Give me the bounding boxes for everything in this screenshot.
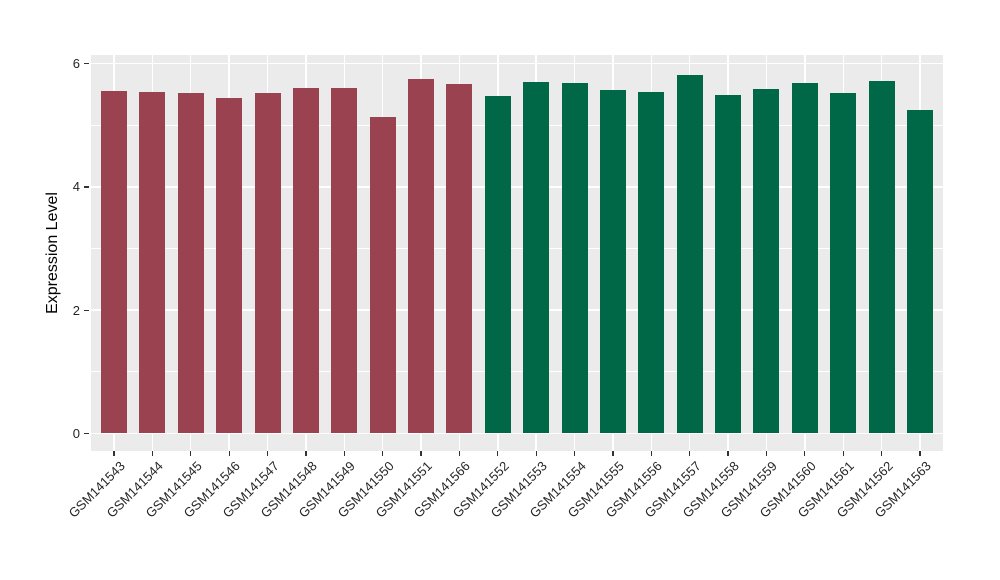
x-axis-tick bbox=[650, 451, 652, 456]
x-axis-tick bbox=[420, 451, 422, 456]
x-axis-tick bbox=[343, 451, 345, 456]
x-axis-tick bbox=[266, 451, 269, 456]
bar bbox=[484, 96, 511, 434]
y-tick-label: 0 bbox=[72, 426, 80, 441]
x-axis-tick bbox=[497, 451, 499, 456]
y-axis-title: Expression Level bbox=[44, 192, 61, 314]
x-axis-tick bbox=[804, 451, 806, 456]
x-axis-tick bbox=[535, 451, 537, 456]
y-axis-tick bbox=[84, 432, 89, 435]
bar bbox=[139, 91, 166, 434]
bar bbox=[868, 81, 895, 434]
x-axis-tick bbox=[573, 451, 576, 456]
x-axis-tick bbox=[151, 451, 154, 456]
bar bbox=[216, 98, 243, 434]
bar bbox=[599, 89, 626, 434]
plot-panel bbox=[91, 55, 943, 451]
x-axis-tick bbox=[842, 451, 844, 456]
bar bbox=[561, 83, 588, 434]
y-axis-tick bbox=[84, 186, 89, 188]
x-axis-tick bbox=[305, 451, 307, 456]
gridline-horizontal-major bbox=[91, 309, 943, 311]
bar bbox=[753, 88, 780, 434]
gridline-horizontal-minor bbox=[91, 124, 943, 126]
bar bbox=[791, 83, 818, 434]
x-axis-tick bbox=[689, 451, 691, 456]
bar bbox=[676, 75, 703, 434]
bar bbox=[331, 88, 358, 434]
bar bbox=[254, 93, 281, 434]
y-axis-tick bbox=[84, 62, 89, 65]
x-axis-tick bbox=[228, 451, 230, 456]
gridline-horizontal-minor bbox=[91, 248, 943, 249]
bar bbox=[446, 84, 473, 434]
y-tick-label: 2 bbox=[72, 302, 80, 318]
x-axis-tick bbox=[382, 451, 384, 456]
y-tick-label: 6 bbox=[72, 55, 80, 71]
x-axis-tick bbox=[765, 451, 768, 456]
bar bbox=[906, 110, 933, 434]
x-axis-tick bbox=[458, 451, 461, 456]
bar bbox=[715, 94, 742, 434]
x-axis-tick bbox=[919, 451, 921, 456]
bar bbox=[523, 81, 550, 434]
bar bbox=[369, 117, 396, 434]
bar bbox=[638, 92, 665, 434]
x-axis-tick bbox=[113, 451, 115, 456]
gridline-horizontal-major bbox=[91, 432, 943, 435]
x-axis-tick bbox=[727, 451, 729, 456]
x-axis-tick bbox=[612, 451, 614, 456]
bar bbox=[408, 78, 435, 434]
x-axis-tick bbox=[880, 451, 883, 456]
bar bbox=[830, 93, 857, 434]
bar bbox=[101, 90, 128, 434]
bar bbox=[292, 87, 319, 434]
y-axis-tick bbox=[84, 309, 89, 311]
bar bbox=[177, 93, 204, 434]
x-axis-tick bbox=[190, 451, 192, 456]
gridline-horizontal-major bbox=[91, 62, 943, 65]
gridline-horizontal-major bbox=[91, 186, 943, 188]
y-tick-label: 4 bbox=[72, 179, 80, 195]
gridline-horizontal-minor bbox=[91, 371, 943, 373]
